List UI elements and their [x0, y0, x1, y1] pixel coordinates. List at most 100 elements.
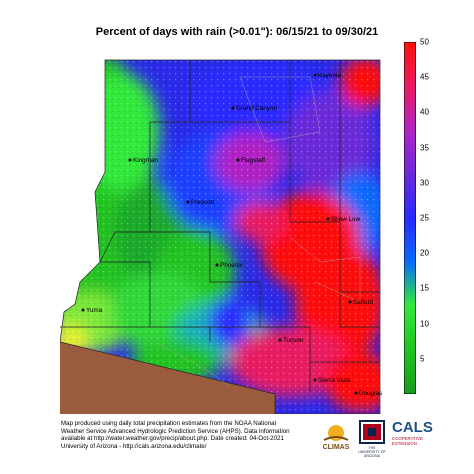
colorbar-tick-label: 50: [420, 37, 429, 47]
colorbar-segment: [404, 188, 416, 193]
colorbar-segment: [404, 88, 416, 93]
colorbar-segment: [404, 267, 416, 272]
sierra-vista-marker: [313, 378, 317, 382]
colorbar-segment: [404, 74, 416, 78]
cals-text: CALS: [392, 419, 433, 436]
colorbar-segment: [404, 244, 416, 248]
colorbar-segment: [404, 358, 416, 363]
footnote-line-4: University of Arizona - http://cals.ariz…: [61, 442, 207, 450]
colorbar-tick-label: 20: [420, 248, 429, 258]
colorbar-segment: [404, 291, 416, 295]
tucson-marker: [278, 338, 282, 342]
ua-text: THE UNIVERSITY OF ARIZONA: [358, 446, 386, 458]
colorbar-segment: [404, 341, 416, 345]
climas-sun-icon: [323, 425, 349, 441]
colorbar-segment: [404, 159, 416, 163]
climas-text: CLIMAS: [322, 444, 350, 451]
colorbar-segment: [404, 42, 416, 46]
colorbar-segment: [404, 86, 416, 90]
colorbar-segment: [404, 232, 416, 237]
colorbar-tick-label: 40: [420, 107, 429, 117]
colorbar-segment: [404, 203, 416, 207]
colorbar-segment: [404, 153, 416, 157]
colorbar-gradient: [404, 42, 416, 395]
colorbar-segment: [404, 118, 416, 122]
city-sierra-vista: Sierra Vista: [318, 377, 351, 384]
colorbar-segment: [404, 112, 416, 116]
colorbar-segment: [404, 229, 416, 234]
colorbar-segment: [404, 150, 416, 155]
colorbar-outline: [404, 42, 416, 394]
reservation-boundaries: [154, 76, 361, 388]
flagstaff-marker: [236, 158, 240, 162]
colorbar-segment: [404, 317, 416, 322]
colorbar-segment: [404, 352, 416, 357]
colorbar-segment: [404, 44, 416, 49]
colorbar-segment: [404, 171, 416, 175]
colorbar-segment: [404, 141, 416, 146]
colorbar-segment: [404, 320, 416, 325]
yuma-marker: [81, 308, 85, 312]
colorbar-segment: [404, 156, 416, 160]
footnote-line-2: Weather Service Advanced Hydrologic Pred…: [61, 427, 290, 435]
mexico-region: [60, 342, 275, 414]
colorbar-segment: [404, 323, 416, 328]
colorbar-segment: [404, 83, 416, 87]
colorbar-tick-label: 10: [420, 319, 429, 329]
colorbar-segment: [404, 206, 416, 210]
colorbar-segment: [404, 127, 416, 131]
prescott-marker: [186, 200, 190, 204]
city-kayenta: Kayenta: [318, 72, 342, 79]
city-safford: Safford: [353, 299, 374, 306]
grand-canyon-marker: [231, 106, 235, 110]
colorbar-segment: [404, 344, 416, 348]
colorbar-segment: [404, 71, 416, 75]
colorbar-segment: [404, 262, 416, 266]
colorbar-segment: [404, 59, 416, 64]
colorbar-segment: [404, 138, 416, 143]
colorbar-segment: [404, 273, 416, 278]
colorbar-segment: [404, 364, 416, 369]
colorbar-segment: [404, 226, 416, 231]
colorbar-tick-label: 35: [420, 143, 429, 153]
colorbar-segment: [404, 329, 416, 333]
colorbar-segment: [404, 308, 416, 313]
colorbar-segment: [404, 300, 416, 304]
kayenta-marker: [313, 73, 317, 77]
colorbar-segment: [404, 165, 416, 169]
colorbar-segment: [404, 391, 416, 395]
colorbar-segment: [404, 306, 416, 310]
colorbar-segment: [404, 174, 416, 178]
colorbar-segment: [404, 335, 416, 339]
footnote-line-1: Map produced using daily total precipita…: [61, 420, 276, 427]
city-tucson: Tucson: [283, 337, 304, 344]
colorbar-tick-label: 25: [420, 213, 429, 223]
colorbar-segment: [404, 355, 416, 360]
colorbar-segment: [404, 135, 416, 140]
colorbar-segment: [404, 235, 416, 240]
colorbar-segment: [404, 332, 416, 336]
colorbar: [404, 42, 416, 395]
colorbar-segment: [404, 382, 416, 386]
ua-block-a-icon: [359, 420, 385, 444]
cals-sub-1: COOPERATIVE: [392, 436, 423, 441]
colorbar-segment: [404, 285, 416, 289]
colorbar-segment: [404, 115, 416, 119]
colorbar-tick-label: 45: [420, 72, 429, 82]
city-flagstaff: Flagstaff: [241, 157, 265, 164]
colorbar-segment: [404, 130, 416, 134]
colorbar-segment: [404, 80, 416, 84]
colorbar-segment: [404, 288, 416, 292]
colorbar-segment: [404, 376, 416, 380]
colorbar-segment: [404, 223, 416, 228]
colorbar-segment: [404, 65, 416, 69]
colorbar-segment: [404, 47, 416, 52]
city-grand-canyon: Grand Canyon: [236, 105, 277, 112]
colorbar-tick-label: 30: [420, 178, 429, 188]
precipitation-map: Kayenta Grand Canyon Flagstaff Kingman P…: [60, 59, 382, 414]
colorbar-segment: [404, 106, 416, 111]
colorbar-segment: [404, 247, 416, 251]
colorbar-segment: [404, 303, 416, 307]
county-boundaries: [60, 59, 381, 414]
colorbar-segment: [404, 132, 416, 137]
